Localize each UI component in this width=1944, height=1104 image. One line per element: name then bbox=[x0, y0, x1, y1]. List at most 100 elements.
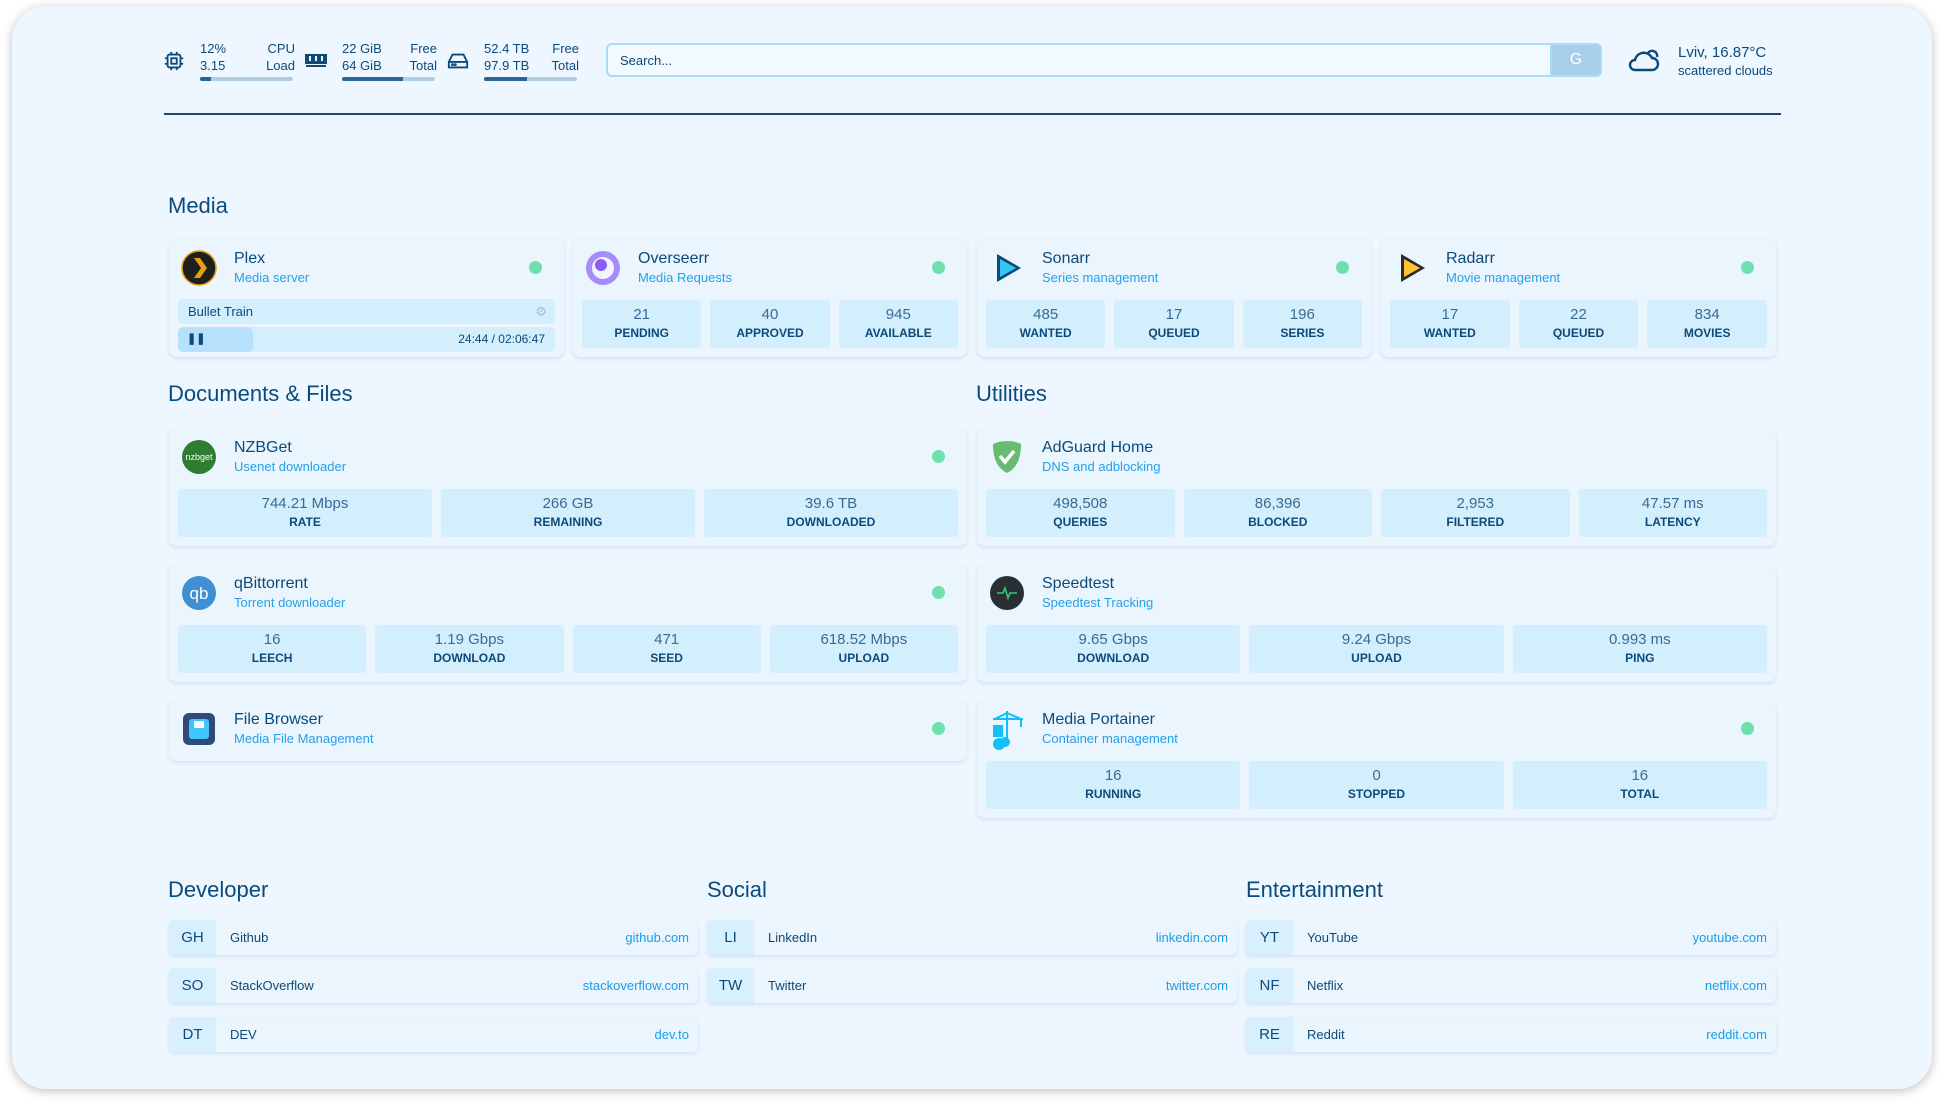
service-card-nzbget[interactable]: nzbget NZBGet Usenet downloader 744.21 M… bbox=[169, 427, 967, 546]
weather-widget: Lviv, 16.87°C scattered clouds bbox=[1678, 44, 1773, 80]
stat-block: 40 Approved bbox=[710, 300, 830, 348]
stat-value: 834 bbox=[1694, 306, 1720, 323]
bookmark-name: StackOverflow bbox=[230, 978, 314, 993]
bookmark-name: Reddit bbox=[1307, 1027, 1345, 1042]
service-description: DNS and adblocking bbox=[1042, 459, 1161, 474]
stat-label: Ping bbox=[1625, 651, 1655, 665]
service-name: Plex bbox=[234, 250, 266, 267]
stat-value: 1.19 Gbps bbox=[434, 631, 504, 648]
service-card-adguard-home[interactable]: AdGuard Home DNS and adblocking 498,508 Q… bbox=[977, 427, 1776, 546]
bookmark-url[interactable]: dev.to bbox=[654, 1027, 689, 1042]
service-card-file-browser[interactable]: File Browser Media File Management bbox=[169, 699, 967, 761]
service-stats: 17 Wanted 22 Queued 834 Movies bbox=[1390, 300, 1768, 348]
bookmark-linkedin[interactable]: LI LinkedIn linkedin.com bbox=[707, 920, 1237, 955]
service-card-plex[interactable]: Plex Media server Bullet Train ⚙ ❚❚ 24:44 … bbox=[169, 238, 564, 357]
memory-icon bbox=[304, 51, 328, 74]
stat-block: 498,508 Queries bbox=[986, 489, 1175, 537]
bookmark-name: Netflix bbox=[1307, 978, 1344, 993]
bookmark-dev[interactable]: DT DEV dev.to bbox=[169, 1017, 698, 1052]
file-browser-icon bbox=[181, 711, 217, 747]
service-stats: 16 Running 0 Stopped 16 Total bbox=[986, 761, 1767, 809]
service-description: Usenet downloader bbox=[234, 459, 347, 474]
weather-condition: scattered clouds bbox=[1678, 63, 1773, 78]
stat-block: 266 GB Remaining bbox=[441, 489, 695, 537]
stat-block: 22 Queued bbox=[1518, 300, 1639, 348]
radarr-icon bbox=[1393, 250, 1429, 286]
service-card-overseerr[interactable]: Overseerr Media Requests 21 Pending 40 Appr… bbox=[573, 238, 967, 357]
stat-value: 47.57 ms bbox=[1641, 495, 1704, 512]
service-card-media-portainer[interactable]: Media Portainer Container management 16 R… bbox=[977, 699, 1776, 818]
service-description: Series management bbox=[1042, 270, 1159, 285]
bookmark-name: Twitter bbox=[768, 978, 807, 993]
bookmark-stackoverflow[interactable]: SO StackOverflow stackoverflow.com bbox=[169, 968, 698, 1003]
stat-value: 471 bbox=[654, 631, 680, 648]
stat-block: 485 Wanted bbox=[986, 300, 1106, 348]
stat-value: 2,953 bbox=[1456, 495, 1495, 512]
stat-label: Upload bbox=[1351, 651, 1402, 665]
stat-label: Stopped bbox=[1347, 787, 1406, 801]
bookmark-url[interactable]: github.com bbox=[625, 930, 689, 945]
bookmark-reddit[interactable]: RE Reddit reddit.com bbox=[1246, 1017, 1776, 1052]
bookmark-url[interactable]: linkedin.com bbox=[1155, 930, 1228, 945]
bookmark-github[interactable]: GH Github github.com bbox=[169, 920, 698, 955]
service-card-radarr[interactable]: Radarr Movie management 17 Wanted 22 Queued… bbox=[1381, 238, 1776, 357]
bookmark-name: YouTube bbox=[1307, 930, 1359, 945]
bookmark-url[interactable]: netflix.com bbox=[1704, 978, 1767, 993]
service-name: Overseerr bbox=[638, 250, 710, 267]
service-stats: 485 Wanted 17 Queued 196 Series bbox=[986, 300, 1362, 348]
weather-temp: Lviv, 16.87°C bbox=[1678, 44, 1767, 61]
cpu-icon bbox=[163, 50, 185, 77]
search-box: G bbox=[606, 43, 1602, 77]
cpu-widget: 12% CPU 3.15 Load bbox=[200, 40, 295, 84]
service-stats: 744.21 Mbps Rate 266 GB Remaining 39.6 TB Dow… bbox=[178, 489, 958, 537]
stat-value: 0 bbox=[1372, 767, 1381, 784]
bookmark-url[interactable]: stackoverflow.com bbox=[582, 978, 689, 993]
memory-free: 22 GiB bbox=[342, 41, 382, 56]
stat-block: 86,396 Blocked bbox=[1183, 489, 1372, 537]
free-label: Free bbox=[552, 41, 579, 56]
service-stats: 498,508 Queries 86,396 Blocked 2,953 Filtered… bbox=[986, 489, 1767, 537]
search-input[interactable] bbox=[608, 45, 1508, 75]
stat-label: Download bbox=[1077, 651, 1150, 665]
stat-label: Download bbox=[433, 651, 506, 665]
free-label: Free bbox=[410, 41, 437, 56]
bookmark-netflix[interactable]: NF Netflix netflix.com bbox=[1246, 968, 1776, 1003]
bookmark-url[interactable]: youtube.com bbox=[1692, 930, 1767, 945]
status-dot bbox=[529, 261, 542, 274]
service-card-sonarr[interactable]: Sonarr Series management 485 Wanted 17 Queu… bbox=[977, 238, 1371, 357]
cloud-icon bbox=[1626, 44, 1662, 79]
bookmark-abbr: NF bbox=[1246, 968, 1293, 1003]
settings-icon: ⚙ bbox=[535, 304, 547, 319]
qbittorrent-icon: qb bbox=[181, 575, 217, 611]
bookmark-youtube[interactable]: YT YouTube youtube.com bbox=[1246, 920, 1776, 955]
stat-block: 39.6 TB Downloaded bbox=[704, 489, 958, 537]
status-dot bbox=[932, 261, 945, 274]
stat-block: 9.65 Gbps Download bbox=[986, 625, 1241, 673]
bookmark-url[interactable]: twitter.com bbox=[1165, 978, 1228, 993]
stat-label: Approved bbox=[736, 326, 804, 340]
bookmark-twitter[interactable]: TW Twitter twitter.com bbox=[707, 968, 1237, 1003]
stat-value: 618.52 Mbps bbox=[820, 631, 908, 648]
search-provider-button[interactable]: G bbox=[1550, 43, 1602, 77]
service-name: Sonarr bbox=[1042, 250, 1091, 267]
bookmark-abbr: RE bbox=[1246, 1017, 1293, 1052]
bookmark-url[interactable]: reddit.com bbox=[1706, 1027, 1767, 1042]
status-dot bbox=[1741, 261, 1754, 274]
status-dot bbox=[932, 722, 945, 735]
stat-block: 1.19 Gbps Download bbox=[375, 625, 564, 673]
stat-block: 16 Total bbox=[1512, 761, 1767, 809]
memory-widget: 22 GiB Free 64 GiB Total bbox=[342, 40, 437, 84]
playback-progress[interactable]: ❚❚ 24:44 / 02:06:47 bbox=[178, 327, 555, 352]
service-card-speedtest[interactable]: Speedtest Speedtest Tracking 9.65 Gbps Do… bbox=[977, 563, 1776, 682]
pause-icon[interactable]: ❚❚ bbox=[187, 333, 206, 345]
service-stats: 16 Leech 1.19 Gbps Download 471 Seed 618.52 Mb… bbox=[178, 625, 958, 673]
service-stats: 9.65 Gbps Download 9.24 Gbps Upload 0.993 ms… bbox=[986, 625, 1767, 673]
service-name: qBittorrent bbox=[234, 575, 308, 592]
stat-block: 471 Seed bbox=[572, 625, 761, 673]
cpu-usage: 12% bbox=[200, 41, 227, 56]
service-name: NZBGet bbox=[234, 439, 292, 456]
service-card-qbittorrent[interactable]: qb qBittorrent Torrent downloader 16 Leec… bbox=[169, 563, 967, 682]
stat-label: Pending bbox=[614, 326, 669, 340]
bookmark-abbr: GH bbox=[169, 920, 216, 955]
stat-label: Latency bbox=[1644, 515, 1701, 529]
